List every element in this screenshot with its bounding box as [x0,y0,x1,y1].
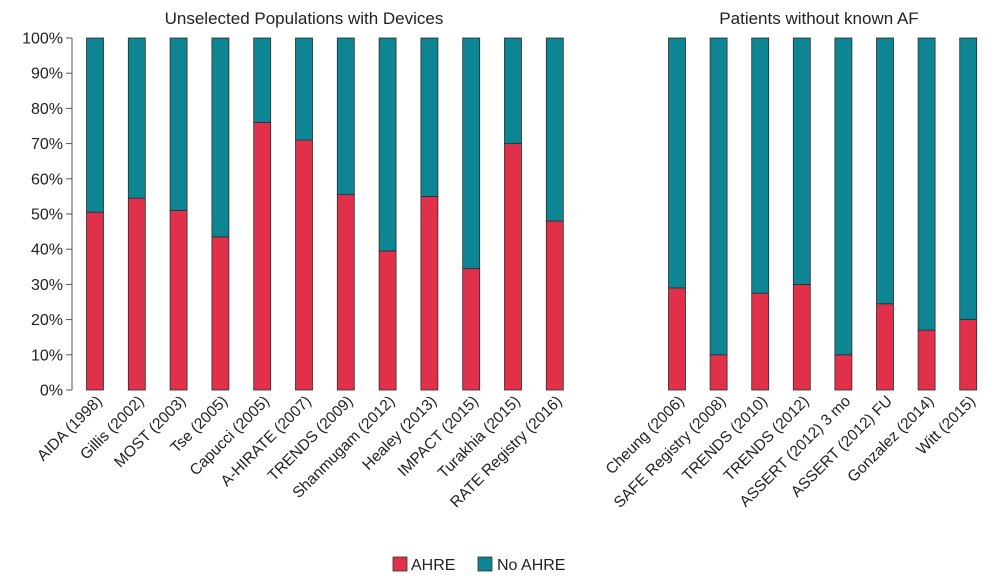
bar-no-ahre-witt-2015 [959,37,978,321]
y-tick-label: 0% [40,383,63,400]
bar-ahre-trends-2009 [336,194,355,391]
bar-no-ahre-capucci-2005 [253,37,272,123]
legend: AHRE No AHRE [392,556,565,574]
bar-no-ahre-gillis-2002 [127,37,146,199]
y-tick-label: 100% [22,31,63,48]
bar-ahre-cheung-2006 [668,287,686,391]
legend-label-ahre: AHRE [411,557,455,574]
bar-no-ahre-cheung-2006 [668,37,686,289]
bar-ahre-trends-2010 [751,292,770,391]
bar-no-ahre-turakhia-2015 [504,37,522,144]
y-tick-label: 70% [31,136,63,153]
y-tick-label: 30% [31,277,63,294]
bar-no-ahre-trends-2010 [751,37,770,294]
y-tick-label: 90% [31,66,63,83]
bar-ahre-gonzalez-2014 [917,329,936,391]
bar-ahre-trends-2012 [792,283,811,391]
bar-ahre-capucci-2005 [253,122,272,391]
legend-swatch-no-ahre [477,556,493,572]
y-tick-label: 40% [31,242,63,259]
bars [86,37,978,391]
bar-no-ahre-trends-2009 [336,37,355,196]
bar-no-ahre-safe-registry-2008 [709,37,728,356]
bar-no-ahre-assert-2012-3-mo [834,37,853,356]
bar-ahre-assert-2012-fu [876,303,894,391]
bar-ahre-most-2003 [169,210,188,391]
bar-no-ahre-healey-2013 [420,37,439,197]
bar-ahre-healey-2013 [420,195,439,391]
bar-ahre-a-hirate-2007 [295,139,313,391]
bar-ahre-tse-2005 [211,236,230,391]
y-tick-label: 20% [31,312,63,329]
bar-no-ahre-most-2003 [169,37,188,211]
bar-no-ahre-assert-2012-fu [876,37,894,305]
group-title-patients-without-af: Patients without known AF [719,9,918,28]
bar-no-ahre-impact-2015 [462,37,481,269]
bar-ahre-shanmugam-2012 [378,250,397,391]
bar-ahre-gillis-2002 [127,197,146,391]
bar-ahre-witt-2015 [959,319,978,391]
bar-no-ahre-trends-2012 [792,37,811,285]
legend-label-no-ahre: No AHRE [497,557,565,574]
category-label-healey-2013: Healey (2013) [359,393,440,474]
y-tick-label: 10% [31,347,63,364]
y-axis: 0% 10% 20% 30% 40% 50% 60% 70% 80% 90% 100% [22,31,73,400]
bar-no-ahre-shanmugam-2012 [378,37,397,252]
y-tick-label: 50% [31,207,63,224]
y-tick-label: 80% [31,101,63,118]
x-axis-labels: AIDA (1998)Gillis (2002)MOST (2003)Tse (… [34,393,979,512]
bar-ahre-safe-registry-2008 [709,354,728,391]
bar-ahre-impact-2015 [462,268,481,391]
bar-no-ahre-gonzalez-2014 [917,37,936,331]
bar-no-ahre-rate-registry-2016 [545,37,564,222]
y-tick-label: 60% [31,171,63,188]
bar-no-ahre-a-hirate-2007 [295,37,313,141]
legend-swatch-ahre [392,556,408,572]
bar-ahre-turakhia-2015 [504,143,522,391]
group-title-unselected-populations: Unselected Populations with Devices [165,9,444,28]
bar-ahre-aida-1998 [86,211,104,391]
bar-ahre-rate-registry-2016 [545,220,564,391]
bar-no-ahre-aida-1998 [86,37,104,213]
bar-no-ahre-tse-2005 [211,37,230,238]
bar-ahre-assert-2012-3-mo [834,354,853,391]
